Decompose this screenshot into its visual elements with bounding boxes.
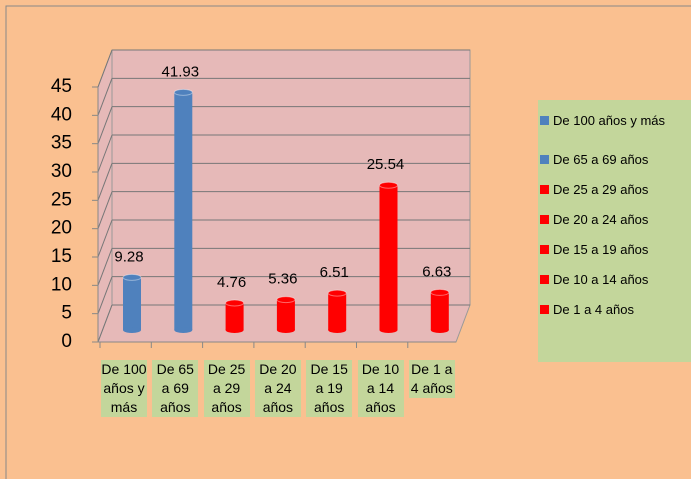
legend-swatch (540, 305, 549, 314)
grid-line (97, 248, 113, 286)
data-label: 25.54 (367, 156, 405, 173)
grid-line (97, 276, 113, 314)
legend-label: De 25 a 29 años (553, 182, 649, 197)
bar (430, 292, 449, 330)
bar-base (225, 327, 244, 333)
bar-base (276, 327, 295, 333)
y-tick-label: 45 (51, 76, 72, 97)
data-label: 41.93 (162, 63, 200, 80)
bar (123, 277, 141, 330)
grid-line (97, 304, 113, 343)
back-wall (111, 49, 471, 306)
x-tick-label: De 20 a 24 años (254, 360, 301, 417)
bar-base (430, 327, 449, 333)
x-tick-label: De 25 a 29 años (203, 360, 250, 417)
bar-base (174, 327, 193, 333)
legend-swatch (540, 155, 549, 164)
y-tick-label: 5 (61, 303, 72, 324)
y-tick-label: 30 (51, 161, 72, 182)
y-tick-label: 25 (51, 189, 72, 210)
y-tick-label: 0 (61, 331, 72, 352)
data-label: 6.63 (422, 263, 451, 280)
bar-base (379, 327, 398, 333)
grid-line (97, 106, 113, 144)
legend-item: De 100 años y más (540, 113, 690, 129)
bar (225, 303, 244, 330)
grid-line (97, 219, 113, 258)
data-label: 9.28 (114, 248, 143, 265)
bar-group (276, 296, 296, 333)
legend-label: De 10 a 14 años (553, 272, 649, 287)
legend-item: De 15 a 19 años (540, 242, 690, 258)
x-tick-label: De 100 años y más (101, 360, 147, 417)
legend-item: De 10 a 14 años (540, 272, 690, 288)
chart-border (5, 5, 691, 479)
x-tick-label: De 65 a 69 años (152, 360, 199, 417)
bar-top (225, 299, 245, 307)
data-label: 4.76 (217, 274, 246, 291)
bar-group (122, 273, 142, 333)
legend-swatch (540, 215, 549, 224)
bar-group (379, 181, 398, 333)
legend-swatch (540, 275, 549, 284)
grid-line (97, 191, 113, 229)
legend-label: De 1 a 4 años (553, 302, 634, 317)
grid-line (97, 163, 113, 201)
bar-top (327, 289, 347, 297)
grid-line (97, 49, 113, 88)
legend-swatch (540, 116, 549, 125)
bar (174, 92, 193, 330)
y-tick-label: 15 (51, 246, 72, 267)
bar (379, 185, 398, 330)
bar-top (430, 288, 450, 296)
legend-item: De 1 a 4 años (540, 302, 690, 318)
bar-group (327, 289, 347, 333)
legend-item: De 20 a 24 años (540, 212, 690, 228)
bar (328, 293, 347, 330)
legend-item: De 65 a 69 años (540, 152, 690, 168)
y-tick-label: 35 (51, 133, 72, 154)
y-tick-label: 10 (51, 274, 72, 295)
grid-line (97, 134, 113, 173)
x-tick-label: De 10 a 14 años (357, 360, 404, 417)
legend-label: De 100 años y más (553, 113, 666, 128)
y-tick-label: 20 (51, 218, 72, 239)
bar-group (430, 288, 450, 333)
legend-swatch (540, 245, 549, 254)
bar-top (379, 181, 398, 189)
legend-label: De 65 a 69 años (553, 152, 649, 167)
bar-group (225, 299, 245, 333)
legend-label: De 15 a 19 años (553, 242, 649, 257)
bar (276, 299, 295, 330)
x-tick-label: De 15 a 19 años (306, 360, 353, 417)
x-tick-label: De 1 a 4 años (408, 360, 455, 398)
bar-group (173, 88, 193, 333)
bar-top (276, 296, 296, 304)
grid-line (97, 78, 113, 116)
legend-swatch (540, 185, 549, 194)
bar-top (122, 273, 142, 281)
legend-label: De 20 a 24 años (553, 212, 649, 227)
legend-item: De 25 a 29 años (540, 182, 690, 198)
bar-base (328, 327, 347, 333)
y-tick-label: 40 (51, 104, 72, 125)
legend: De 100 años y más De 65 a 69 años De 25 a … (538, 100, 691, 362)
bar-base (123, 327, 141, 333)
data-label: 5.36 (268, 271, 297, 288)
data-label: 6.51 (320, 264, 349, 281)
bar-top (173, 88, 193, 96)
